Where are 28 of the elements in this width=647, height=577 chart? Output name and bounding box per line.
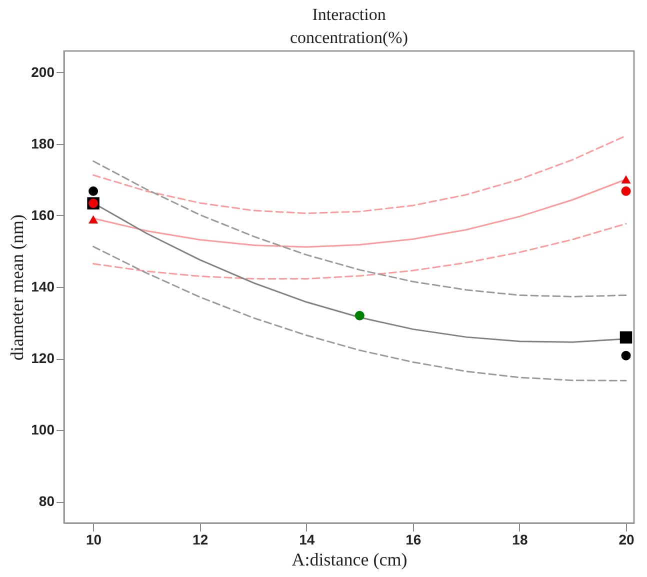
y-tick-label: 140: [31, 278, 55, 294]
point: [354, 310, 364, 320]
x-tick-label: 10: [86, 532, 102, 548]
y-tick-label: 100: [31, 422, 55, 438]
x-axis-title: A:distance (cm): [292, 550, 408, 570]
chart-title: Interaction: [312, 5, 386, 24]
y-tick-label: 200: [31, 64, 55, 80]
y-tick-label: 160: [31, 206, 55, 223]
point: [88, 215, 98, 224]
line-series: [92, 222, 627, 280]
chart-subtitle: concentration(%): [290, 28, 408, 47]
y-axis-title: diameter mean (nm): [7, 214, 28, 360]
y-tick-label: 80: [38, 493, 55, 510]
x-tick-label: 12: [192, 532, 208, 548]
line-series: [92, 246, 627, 382]
x-tick-label: 20: [618, 532, 635, 548]
x-tick-label: 14: [299, 532, 315, 548]
point: [621, 186, 631, 196]
line-series: [92, 134, 627, 214]
point: [88, 186, 98, 196]
point: [621, 175, 631, 184]
y-tick-label: 120: [31, 350, 55, 366]
point: [620, 331, 632, 344]
x-tick-label: 18: [512, 532, 528, 548]
line-series: [92, 160, 627, 298]
point: [621, 350, 631, 360]
y-tick-label: 180: [31, 135, 55, 152]
x-tick-label: 16: [406, 532, 422, 548]
